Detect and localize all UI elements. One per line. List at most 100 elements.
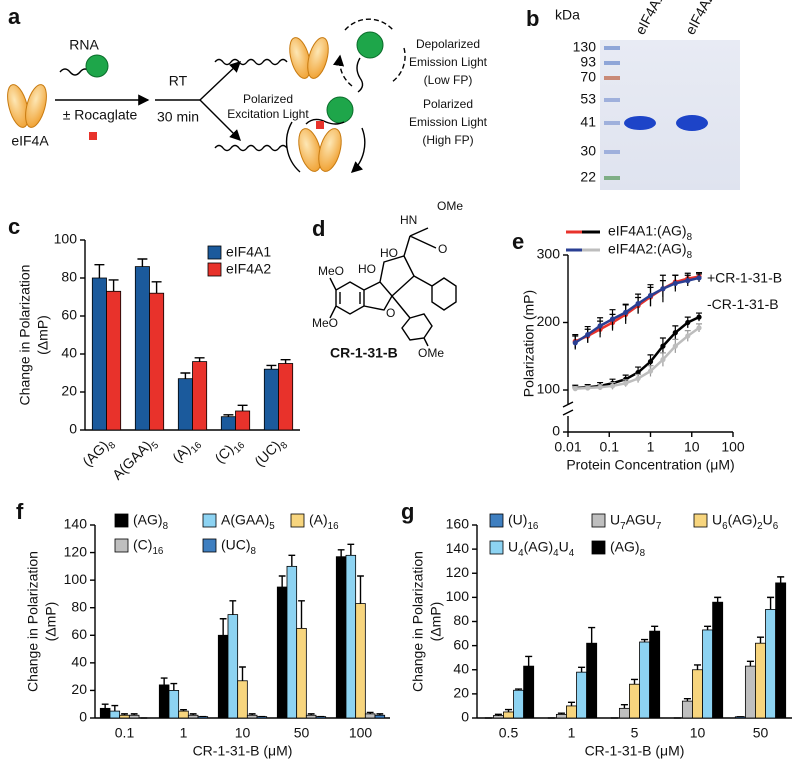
y-tick-label: 20 <box>71 681 87 697</box>
data-point <box>647 292 654 299</box>
subscript: 4 <box>518 548 524 559</box>
ladder-band <box>604 121 620 125</box>
high-fp-label: (High FP) <box>422 133 473 147</box>
data-point <box>635 369 641 376</box>
x-tick-label: 0.01 <box>554 439 581 455</box>
high-fp-label: Emission Light <box>409 115 488 129</box>
bar <box>109 710 121 719</box>
legend-swatch <box>290 513 305 528</box>
legend-label: U7AGU7 <box>610 512 661 532</box>
error-bar <box>620 704 628 709</box>
subscript: 16 <box>527 521 538 532</box>
bar <box>649 630 661 719</box>
error-bar <box>357 575 364 604</box>
bar <box>178 710 189 719</box>
y-tick-label: 60 <box>71 626 87 642</box>
error-bar <box>683 698 691 702</box>
legend-label: (AG)8 <box>133 512 169 532</box>
legend-label: U6(AG)2U6 <box>712 512 779 532</box>
x-tick-label: 5 <box>631 725 639 741</box>
bar <box>681 700 693 719</box>
protein-band <box>676 115 708 131</box>
panel-label: f <box>16 499 24 524</box>
marker-label: 41 <box>580 114 596 130</box>
bar <box>149 292 165 431</box>
rotation-arrow <box>285 121 366 172</box>
y-axis-label: (ΔmP) <box>35 315 51 355</box>
data-point <box>696 275 702 281</box>
error-bar <box>239 666 246 681</box>
y-tick-label: 20 <box>61 383 77 399</box>
ladder-band <box>604 61 620 65</box>
bar <box>217 634 229 719</box>
error-bar <box>229 600 237 615</box>
panel-label: d <box>312 216 325 241</box>
subscript: 8 <box>163 521 169 532</box>
error-bar <box>137 258 148 267</box>
data-point <box>585 385 591 391</box>
x-tick-label: (UC)8 <box>251 433 291 473</box>
error-bar <box>746 660 754 667</box>
bar <box>492 715 504 719</box>
x-tick-label: 50 <box>753 725 769 741</box>
low-fp-label: Depolarized <box>416 37 480 51</box>
gel <box>600 40 740 190</box>
legend-label: U4(AG)4U4 <box>508 539 575 559</box>
subscript: 8 <box>279 440 291 452</box>
protein-shape <box>7 84 29 128</box>
legend-label: eIF4A2:(AG)8 <box>608 241 693 261</box>
data-point <box>609 383 616 389</box>
error-bar <box>714 596 722 603</box>
ladder-band <box>604 76 620 80</box>
bar <box>523 665 535 719</box>
x-tick-label: 10 <box>690 725 706 741</box>
subscript: 6 <box>773 521 779 532</box>
legend-swatch <box>207 262 222 277</box>
panel-label: a <box>8 4 21 29</box>
bar <box>345 554 357 719</box>
error-bar <box>578 666 586 673</box>
legend-swatch <box>202 538 217 553</box>
data-point <box>685 319 691 326</box>
error-bar <box>237 404 248 411</box>
data-point <box>623 309 629 315</box>
protein-shape <box>25 84 47 128</box>
error-bar <box>101 703 109 709</box>
condition-label: RT <box>169 73 188 89</box>
x-axis-label: CR-1-31-B (μM) <box>585 743 685 759</box>
rna-dot <box>326 96 354 124</box>
error-bar <box>266 364 277 370</box>
light-wave <box>214 144 288 152</box>
error-bar <box>180 372 191 379</box>
bar <box>335 556 347 719</box>
legend-label: (C)16 <box>133 537 164 557</box>
x-tick-label: 100 <box>349 725 373 741</box>
legend-swatch <box>591 513 606 528</box>
panel-label: b <box>526 6 539 31</box>
atom-label: O <box>386 306 395 320</box>
data-point <box>572 386 578 392</box>
bar <box>629 683 640 719</box>
error-bar <box>111 704 119 712</box>
subscript: 5 <box>269 521 275 532</box>
bar <box>744 665 756 719</box>
y-tick-label: 80 <box>453 612 469 628</box>
bar <box>775 582 787 719</box>
y-axis-label: (ΔmP) <box>43 602 59 642</box>
data-point <box>696 314 702 320</box>
y-tick-label: 300 <box>537 246 561 262</box>
x-tick-label: 10 <box>235 725 251 741</box>
y-tick-label: 100 <box>537 381 561 397</box>
bar <box>119 714 130 719</box>
y-tick-label: 120 <box>64 543 88 559</box>
bar <box>220 416 236 431</box>
y-tick-label: 0 <box>461 709 469 725</box>
x-tick-label: 0.1 <box>600 439 620 455</box>
atom-label: MeO <box>318 264 344 278</box>
y-tick-label: 140 <box>446 540 470 556</box>
y-tick-label: 0 <box>79 709 87 725</box>
legend-swatch <box>114 538 129 553</box>
error-bar <box>504 708 513 712</box>
x-tick-label: 50 <box>294 725 310 741</box>
